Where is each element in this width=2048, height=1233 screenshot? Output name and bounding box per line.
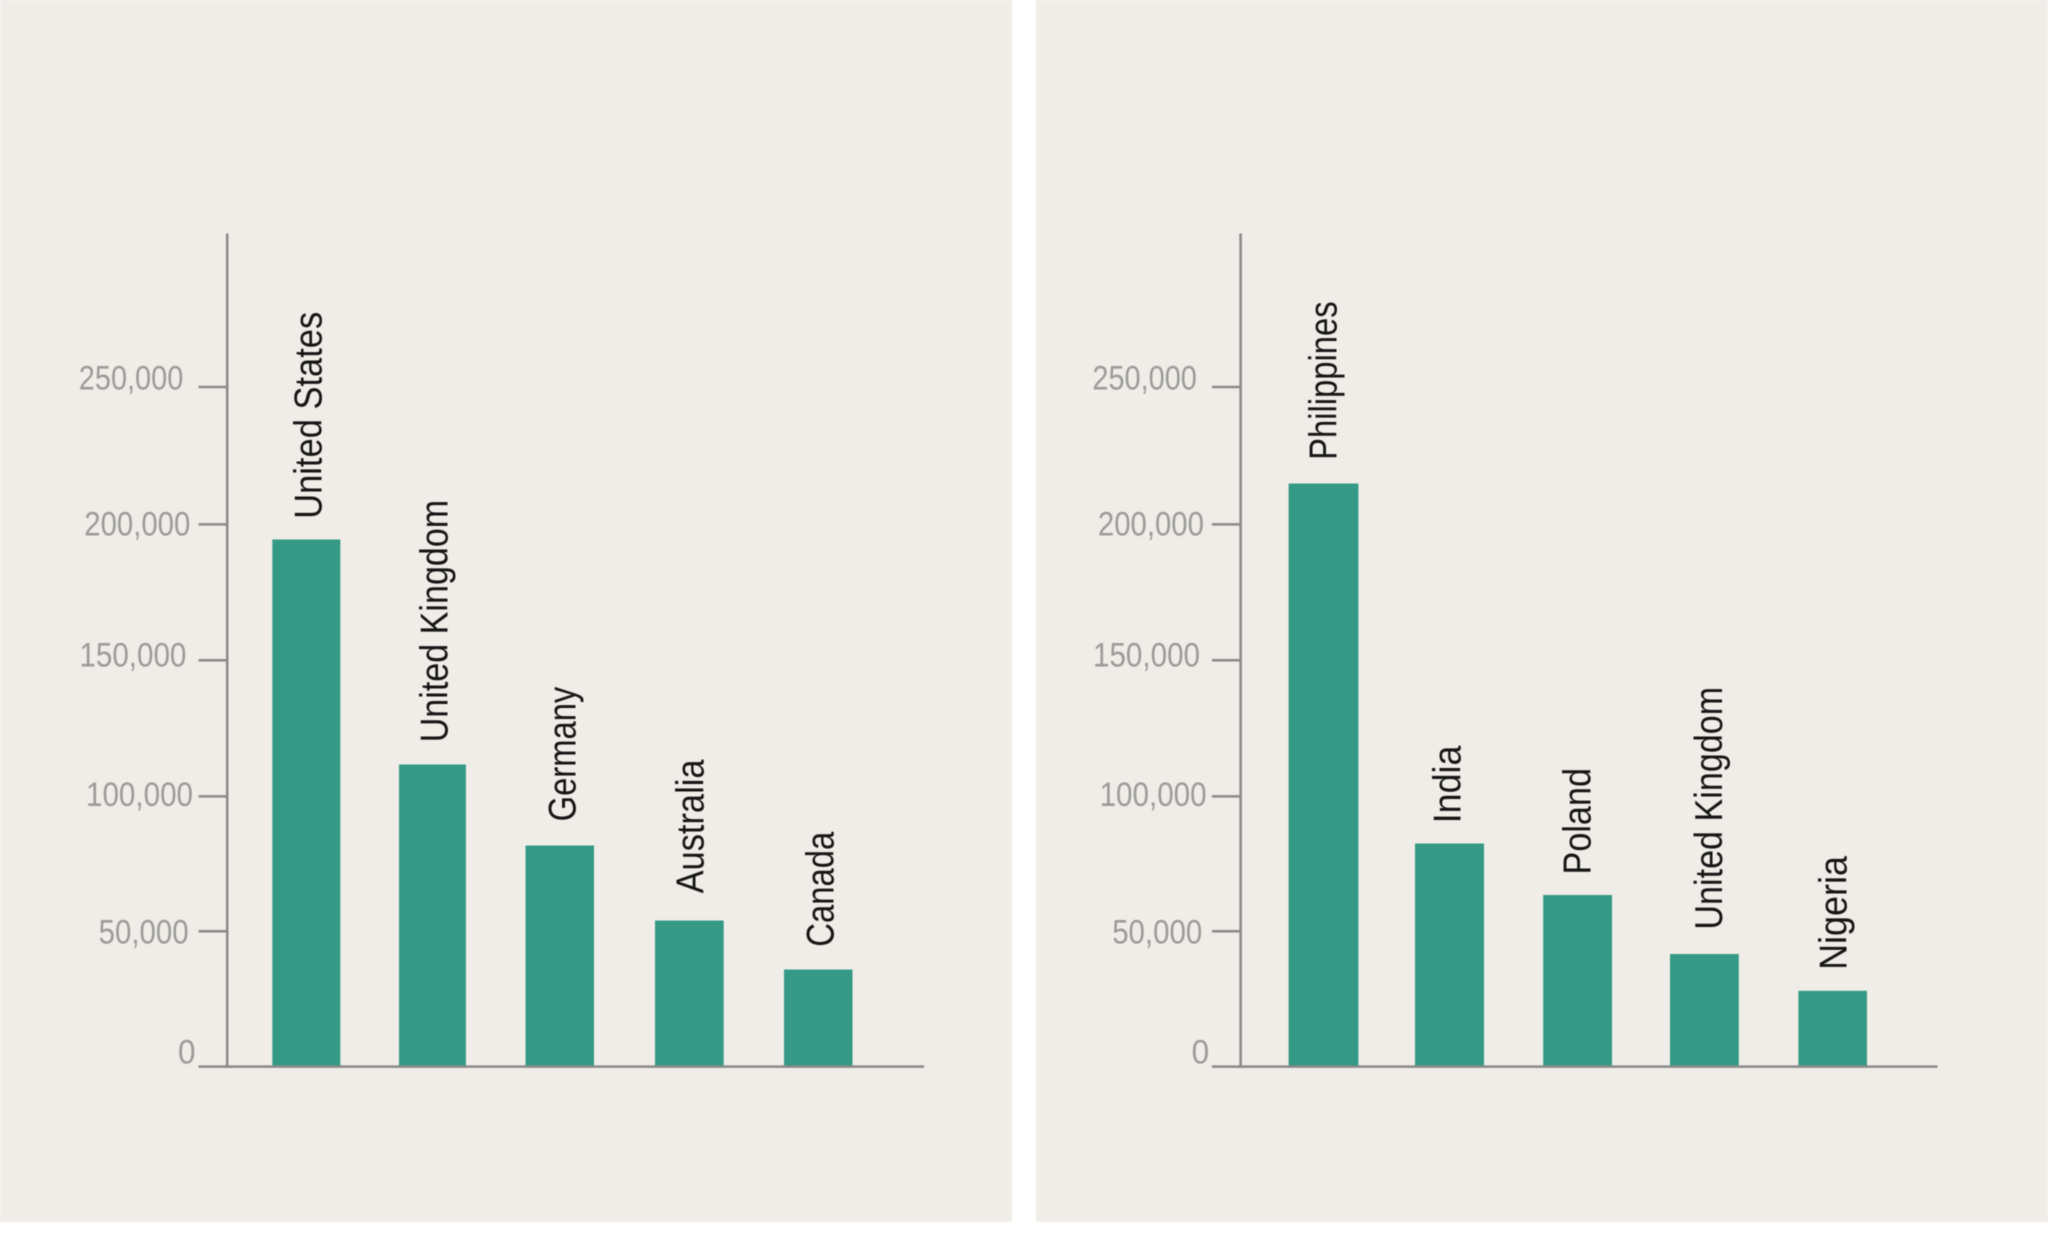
svg-text:United Kingdom: United Kingdom <box>1688 687 1731 930</box>
svg-text:Australia: Australia <box>670 759 713 893</box>
svg-text:100,000: 100,000 <box>1100 776 1207 814</box>
svg-text:0: 0 <box>1192 1034 1210 1072</box>
svg-text:250,000: 250,000 <box>1092 360 1197 398</box>
svg-text:150,000: 150,000 <box>1093 637 1200 675</box>
svg-text:Canada: Canada <box>800 831 843 946</box>
svg-text:Germany: Germany <box>541 686 584 821</box>
svg-text:United States: United States <box>288 312 331 519</box>
svg-text:50,000: 50,000 <box>1112 914 1202 952</box>
svg-text:150,000: 150,000 <box>79 637 186 675</box>
svg-text:250,000: 250,000 <box>79 360 184 398</box>
svg-text:0: 0 <box>178 1034 196 1072</box>
svg-text:United Kingdom: United Kingdom <box>414 500 457 743</box>
svg-text:Nigeria: Nigeria <box>1813 856 1856 970</box>
svg-text:200,000: 200,000 <box>1098 506 1204 544</box>
svg-text:50,000: 50,000 <box>99 914 189 952</box>
svg-text:Poland: Poland <box>1557 768 1600 875</box>
svg-text:100,000: 100,000 <box>86 776 193 814</box>
svg-text:200,000: 200,000 <box>84 506 190 544</box>
svg-text:Philippines: Philippines <box>1302 301 1345 460</box>
svg-text:India: India <box>1426 745 1469 823</box>
